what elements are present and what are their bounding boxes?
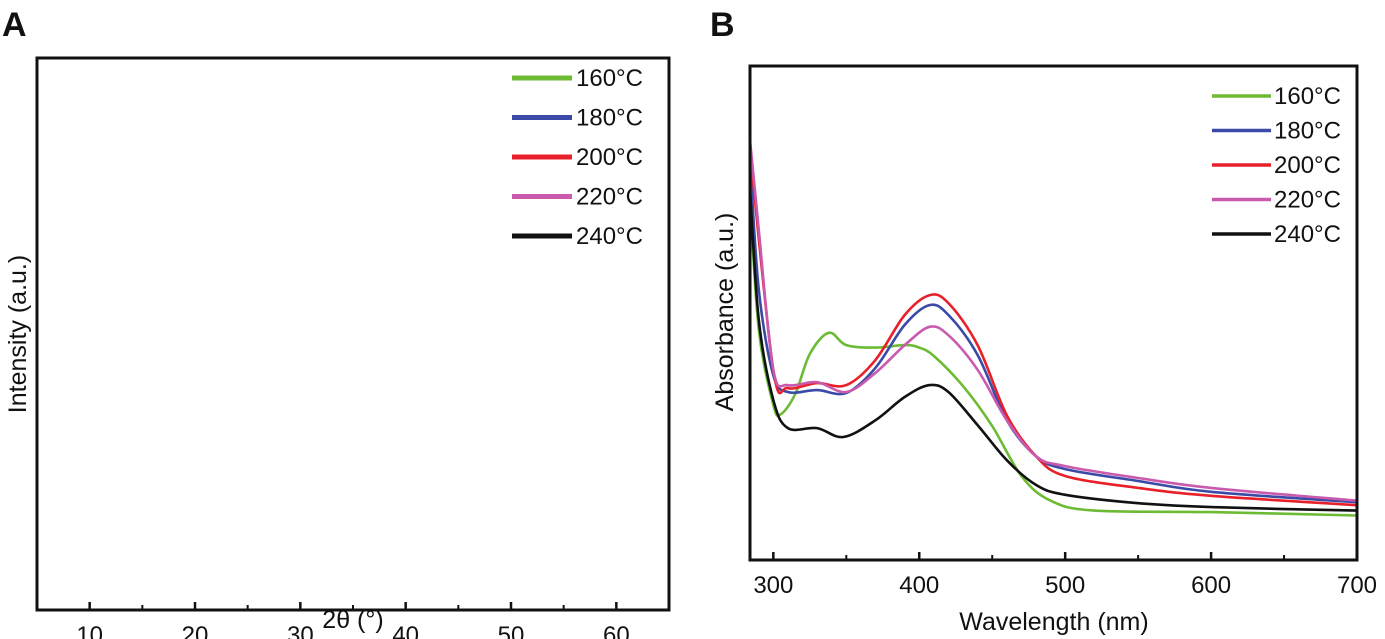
series-line-240c (748, 189, 1358, 512)
x-tick-label: 500 (1045, 572, 1085, 599)
x-tick-label: 30 (287, 622, 314, 639)
legend-label: 200°C (1274, 152, 1341, 179)
x-tick-label: 300 (753, 572, 793, 599)
x-tick-label: 600 (1191, 572, 1231, 599)
panel-a-xrd-chart: A 2θ (°) Intensity (a.u.) 160°C180°C200°… (2, 6, 671, 639)
plot-frame (748, 64, 1359, 562)
series-line-180c (748, 159, 1358, 504)
plot-frame (35, 56, 671, 612)
legend-label: 200°C (576, 144, 643, 171)
legend-label: 220°C (1274, 187, 1341, 214)
series-line-160c (748, 199, 1358, 517)
panel-label-a: A (2, 6, 27, 44)
x-tick-label: 400 (899, 572, 939, 599)
legend-label: 240°C (576, 223, 643, 250)
legend-label: 180°C (1274, 118, 1341, 145)
panel-b-uvvis-chart: B Wavelength (nm) Absorbance (a.u.) 160°… (710, 6, 1377, 636)
series-line-220c (748, 139, 1358, 502)
x-tick-label: 60 (603, 622, 630, 639)
x-tick-label: 20 (182, 622, 209, 639)
x-tick-label: 10 (76, 622, 103, 639)
x-tick-label: 700 (1337, 572, 1377, 599)
legend-label: 160°C (576, 65, 643, 92)
legend-label: 240°C (1274, 221, 1341, 248)
x-tick-label: 40 (392, 622, 419, 639)
legend-label: 160°C (1274, 83, 1341, 110)
y-axis-label-a: Intensity (a.u.) (4, 255, 32, 413)
legend-label: 180°C (576, 105, 643, 132)
x-axis-label-b: Wavelength (nm) (959, 608, 1148, 636)
panel-label-b: B (710, 6, 735, 44)
y-axis-label-b: Absorbance (a.u.) (711, 213, 739, 412)
x-tick-label: 50 (498, 622, 525, 639)
series-line-200c (748, 149, 1358, 507)
legend-label: 220°C (576, 184, 643, 211)
